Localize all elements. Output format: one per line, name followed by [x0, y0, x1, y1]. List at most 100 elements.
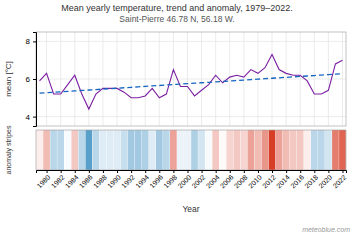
tick-label: 1996 — [148, 173, 164, 189]
stripe — [43, 130, 50, 170]
tick: 2014 — [275, 170, 291, 189]
tick-mark — [89, 170, 90, 173]
tick-mark — [258, 170, 259, 173]
grid-line — [36, 41, 346, 42]
line — [40, 74, 343, 93]
stripe — [325, 130, 332, 170]
tick-mark — [159, 170, 160, 173]
grid — [47, 130, 343, 170]
tick-label: 4 — [26, 113, 31, 122]
stripe — [297, 130, 304, 170]
tick-label: 1986 — [78, 173, 94, 189]
stripe — [198, 130, 205, 170]
tick: 1984 — [64, 170, 80, 189]
grid-line — [300, 32, 301, 126]
axis-title: Year — [182, 204, 199, 214]
axis-line — [33, 33, 37, 127]
tick-mark — [131, 170, 132, 173]
tick-label: 8 — [26, 37, 31, 46]
tick-mark — [145, 170, 146, 173]
tick: 2018 — [303, 170, 319, 189]
grid-line — [243, 32, 244, 126]
tick-mark — [61, 170, 62, 173]
plot-frame — [36, 32, 346, 126]
stripe — [318, 130, 325, 170]
tick-label: 1980 — [36, 173, 52, 189]
stripe — [93, 130, 100, 170]
tick-label: 1994 — [134, 173, 150, 189]
grid-line — [272, 32, 273, 126]
grid-line — [102, 32, 103, 126]
tick: 1996 — [148, 170, 164, 189]
stripe — [226, 130, 233, 170]
tick: 2000 — [176, 170, 192, 189]
stripe — [311, 130, 318, 170]
tick: 2020 — [317, 170, 333, 189]
stripe — [219, 130, 226, 170]
tick-label: 2004 — [205, 173, 221, 189]
grid-line — [342, 32, 343, 126]
plot-area — [40, 55, 343, 110]
tick-label: 1992 — [120, 173, 136, 189]
stripe — [57, 130, 64, 170]
axis: 1980198219841986198819901992199419961998… — [36, 170, 348, 189]
title: Mean yearly temperature, trend and anoma… — [61, 3, 292, 13]
annotation: meteoblue.com — [302, 226, 350, 233]
stripe — [276, 130, 283, 170]
tick-mark — [33, 117, 36, 118]
grid-line — [74, 32, 75, 126]
stripe — [156, 130, 163, 170]
tick-label: 2014 — [275, 173, 291, 189]
stripe — [177, 130, 184, 170]
tick-label: 1988 — [92, 173, 108, 189]
tick-mark — [272, 170, 273, 173]
tick: 1986 — [78, 170, 94, 189]
stripe — [170, 130, 177, 170]
stripe — [135, 130, 142, 170]
stripe — [71, 130, 78, 170]
grid-line — [159, 32, 160, 126]
tick: 1988 — [92, 170, 108, 189]
axis: 468 — [26, 33, 37, 127]
tick-label: 2018 — [303, 173, 319, 189]
grid-line — [286, 32, 287, 126]
tick-mark — [33, 79, 36, 80]
grid-line — [36, 116, 346, 117]
tick-mark — [103, 170, 104, 173]
stripe — [149, 130, 156, 170]
stripe — [205, 130, 212, 170]
grid-line — [36, 79, 346, 80]
grid — [36, 32, 346, 126]
tick: 2010 — [247, 170, 263, 189]
tick-mark — [117, 170, 118, 173]
tick-mark — [202, 170, 203, 173]
axis-line — [37, 171, 347, 174]
grid-line — [131, 32, 132, 126]
tick-label: 2002 — [191, 173, 207, 189]
stripe — [255, 130, 262, 170]
axis-title: mean [°C] — [4, 61, 13, 97]
chart-container: Mean yearly temperature, trend and anoma… — [0, 0, 354, 236]
tick: 8 — [26, 37, 36, 46]
tick: 2022 — [331, 170, 347, 189]
stripe — [233, 130, 240, 170]
tick-label: 2016 — [289, 173, 305, 189]
tick-mark — [328, 170, 329, 173]
tick: 2006 — [219, 170, 235, 189]
tick-mark — [300, 170, 301, 173]
grid-line — [60, 32, 61, 126]
tick-label: 2022 — [331, 173, 347, 189]
grid-line — [229, 32, 230, 126]
tick: 1994 — [134, 170, 150, 189]
stripe — [212, 130, 219, 170]
grid-line — [46, 32, 47, 126]
stripe — [290, 130, 297, 170]
stripe — [142, 130, 149, 170]
tick: 1990 — [106, 170, 122, 189]
grid-line — [117, 32, 118, 126]
tick-label: 1990 — [106, 173, 122, 189]
tick-label: 2012 — [261, 173, 277, 189]
tick: 2004 — [205, 170, 221, 189]
stripe — [339, 130, 346, 170]
tick-label: 2006 — [219, 173, 235, 189]
